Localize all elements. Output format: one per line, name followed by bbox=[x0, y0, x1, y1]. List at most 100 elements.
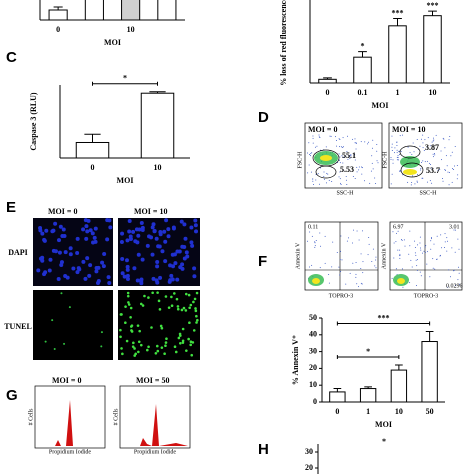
dot bbox=[393, 257, 395, 259]
dot bbox=[309, 155, 311, 157]
dot bbox=[446, 165, 448, 167]
dot bbox=[136, 252, 141, 257]
dot bbox=[439, 169, 441, 171]
image-label: MOI = 0 bbox=[48, 207, 77, 216]
dot bbox=[139, 281, 144, 286]
dot bbox=[376, 160, 378, 162]
dot bbox=[310, 152, 312, 154]
dot bbox=[124, 321, 127, 325]
panel-letter: H bbox=[258, 441, 269, 458]
dot bbox=[61, 227, 66, 232]
dot bbox=[444, 233, 446, 235]
dot bbox=[390, 183, 392, 185]
dot bbox=[194, 309, 198, 313]
dot bbox=[349, 157, 351, 159]
y-tick-label: 0 bbox=[313, 397, 317, 406]
y-axis-label: Caspase 3 (RLU) bbox=[29, 92, 38, 151]
significance: * bbox=[361, 41, 365, 50]
dot bbox=[427, 148, 429, 150]
dot bbox=[399, 135, 401, 137]
dot bbox=[38, 225, 43, 230]
dot bbox=[189, 240, 194, 245]
dot bbox=[433, 243, 435, 245]
y-axis-label: % loss of red fluorescence bbox=[279, 0, 288, 86]
quadrant-value: 6.97 bbox=[393, 224, 404, 230]
dot bbox=[85, 256, 90, 261]
gate-value: 53.7 bbox=[426, 166, 440, 175]
dot bbox=[458, 248, 460, 250]
dot bbox=[391, 143, 393, 145]
dot bbox=[458, 283, 460, 285]
row-label: DAPI bbox=[8, 248, 28, 257]
dot bbox=[309, 153, 311, 155]
dot bbox=[361, 283, 363, 285]
dot bbox=[155, 264, 160, 269]
dot bbox=[367, 143, 369, 145]
plot-label: MOI = 0 bbox=[52, 376, 81, 385]
dot bbox=[339, 259, 341, 261]
dot bbox=[167, 306, 171, 309]
dot bbox=[68, 306, 71, 309]
dot bbox=[455, 285, 457, 287]
dot bbox=[395, 241, 397, 243]
dot bbox=[171, 225, 176, 230]
dot bbox=[417, 244, 419, 246]
axis-label: Annexin V bbox=[295, 242, 301, 269]
dot bbox=[107, 280, 112, 285]
dot bbox=[307, 172, 309, 174]
bar bbox=[84, 0, 104, 21]
dot bbox=[355, 261, 357, 263]
dot bbox=[442, 177, 444, 179]
bar bbox=[75, 141, 110, 159]
dot bbox=[126, 294, 130, 298]
dot bbox=[182, 245, 187, 250]
bracket bbox=[336, 321, 431, 326]
dot bbox=[57, 250, 62, 255]
dot bbox=[68, 252, 73, 257]
dot bbox=[339, 162, 341, 164]
error-bar bbox=[428, 10, 437, 16]
dot bbox=[414, 246, 416, 248]
dot bbox=[107, 218, 112, 223]
dot bbox=[413, 151, 415, 153]
dot bbox=[151, 276, 156, 281]
dot bbox=[399, 170, 401, 172]
dot bbox=[449, 172, 451, 174]
dot bbox=[451, 247, 453, 249]
x-tick-label: 10 bbox=[429, 88, 437, 97]
dot bbox=[396, 159, 398, 161]
dot bbox=[421, 161, 423, 163]
dot bbox=[394, 152, 396, 154]
dot bbox=[185, 349, 188, 352]
dot bbox=[340, 235, 342, 237]
dot bbox=[409, 245, 411, 247]
dot bbox=[375, 267, 377, 269]
dot bbox=[419, 242, 421, 244]
dot bbox=[457, 279, 459, 281]
dot bbox=[173, 292, 176, 295]
dot bbox=[164, 341, 168, 344]
dot bbox=[133, 239, 138, 244]
dot bbox=[355, 142, 357, 144]
dot bbox=[422, 142, 424, 144]
dot bbox=[444, 147, 446, 149]
dot bbox=[412, 175, 414, 177]
plot-label: MOI = 10 bbox=[392, 125, 425, 134]
dot bbox=[416, 269, 418, 271]
dot bbox=[132, 266, 137, 271]
dot bbox=[458, 266, 460, 268]
dot bbox=[314, 241, 316, 243]
dot bbox=[342, 146, 344, 148]
dot bbox=[346, 151, 348, 153]
dot bbox=[403, 239, 405, 241]
dot bbox=[126, 291, 130, 295]
dot bbox=[351, 242, 353, 244]
dot bbox=[63, 342, 66, 345]
dot bbox=[356, 166, 358, 168]
quadrant-value: 3.01 bbox=[449, 224, 460, 230]
dot bbox=[451, 181, 453, 183]
axis-label: # Cells bbox=[113, 408, 119, 425]
error-bar bbox=[53, 6, 63, 10]
dot bbox=[421, 177, 423, 179]
dot bbox=[323, 171, 325, 173]
